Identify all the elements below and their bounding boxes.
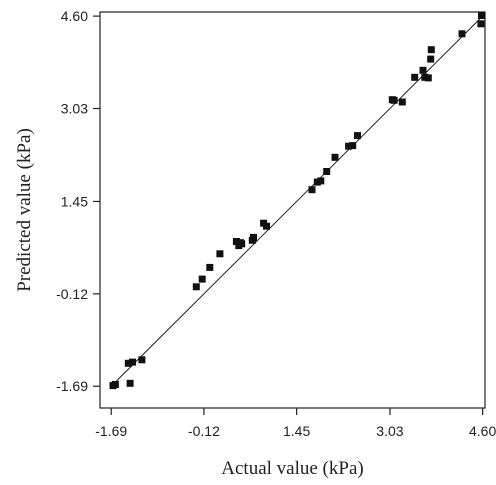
y-axis-title: Predicted value (kPa) <box>14 128 35 292</box>
x-tick-label: 4.60 <box>469 423 496 439</box>
data-point <box>124 359 132 367</box>
data-point <box>238 240 246 248</box>
data-point <box>398 98 406 106</box>
x-tick-label: 3.03 <box>376 423 403 439</box>
data-point <box>478 12 485 19</box>
data-point <box>216 250 224 258</box>
data-point <box>427 55 435 63</box>
data-point <box>192 283 200 291</box>
data-point <box>308 186 316 194</box>
data-points <box>109 12 485 390</box>
data-point <box>424 74 432 82</box>
data-point <box>390 96 398 104</box>
data-point <box>427 46 435 54</box>
y-tick-label: 1.45 <box>61 193 88 209</box>
plot-border <box>99 11 486 409</box>
data-point <box>458 30 466 38</box>
data-point <box>138 356 146 364</box>
data-point <box>411 73 419 81</box>
data-point <box>263 222 270 230</box>
data-point <box>129 358 136 366</box>
data-point <box>198 275 206 283</box>
plot-frame <box>99 11 486 409</box>
data-point <box>232 238 240 245</box>
data-point <box>331 153 339 161</box>
y-tick-label: -1.69 <box>56 378 88 394</box>
data-point <box>126 379 134 387</box>
data-point <box>477 20 485 28</box>
data-point <box>349 142 357 150</box>
data-point <box>345 142 353 150</box>
x-axis-ticks: -1.69 -0.12 1.45 3.03 4.60 <box>95 408 496 439</box>
data-point <box>317 177 325 185</box>
x-axis-title: Actual value (kPa) <box>221 458 363 479</box>
data-point <box>419 66 427 74</box>
data-point <box>354 132 361 140</box>
data-point <box>323 168 331 175</box>
y-axis-ticks: -1.69 -0.12 1.45 3.03 4.60 <box>56 8 100 394</box>
y-tick-label: 4.60 <box>61 8 88 24</box>
data-point <box>250 233 257 241</box>
data-point <box>206 263 214 271</box>
data-point <box>111 381 119 388</box>
fit-line <box>110 15 483 387</box>
x-tick-label: -1.69 <box>95 423 127 439</box>
x-tick-label: -0.12 <box>188 423 220 439</box>
y-tick-label: -0.12 <box>56 286 88 302</box>
x-tick-label: 1.45 <box>283 423 310 439</box>
fit-line-group <box>110 15 483 387</box>
y-tick-label: 3.03 <box>61 100 88 116</box>
